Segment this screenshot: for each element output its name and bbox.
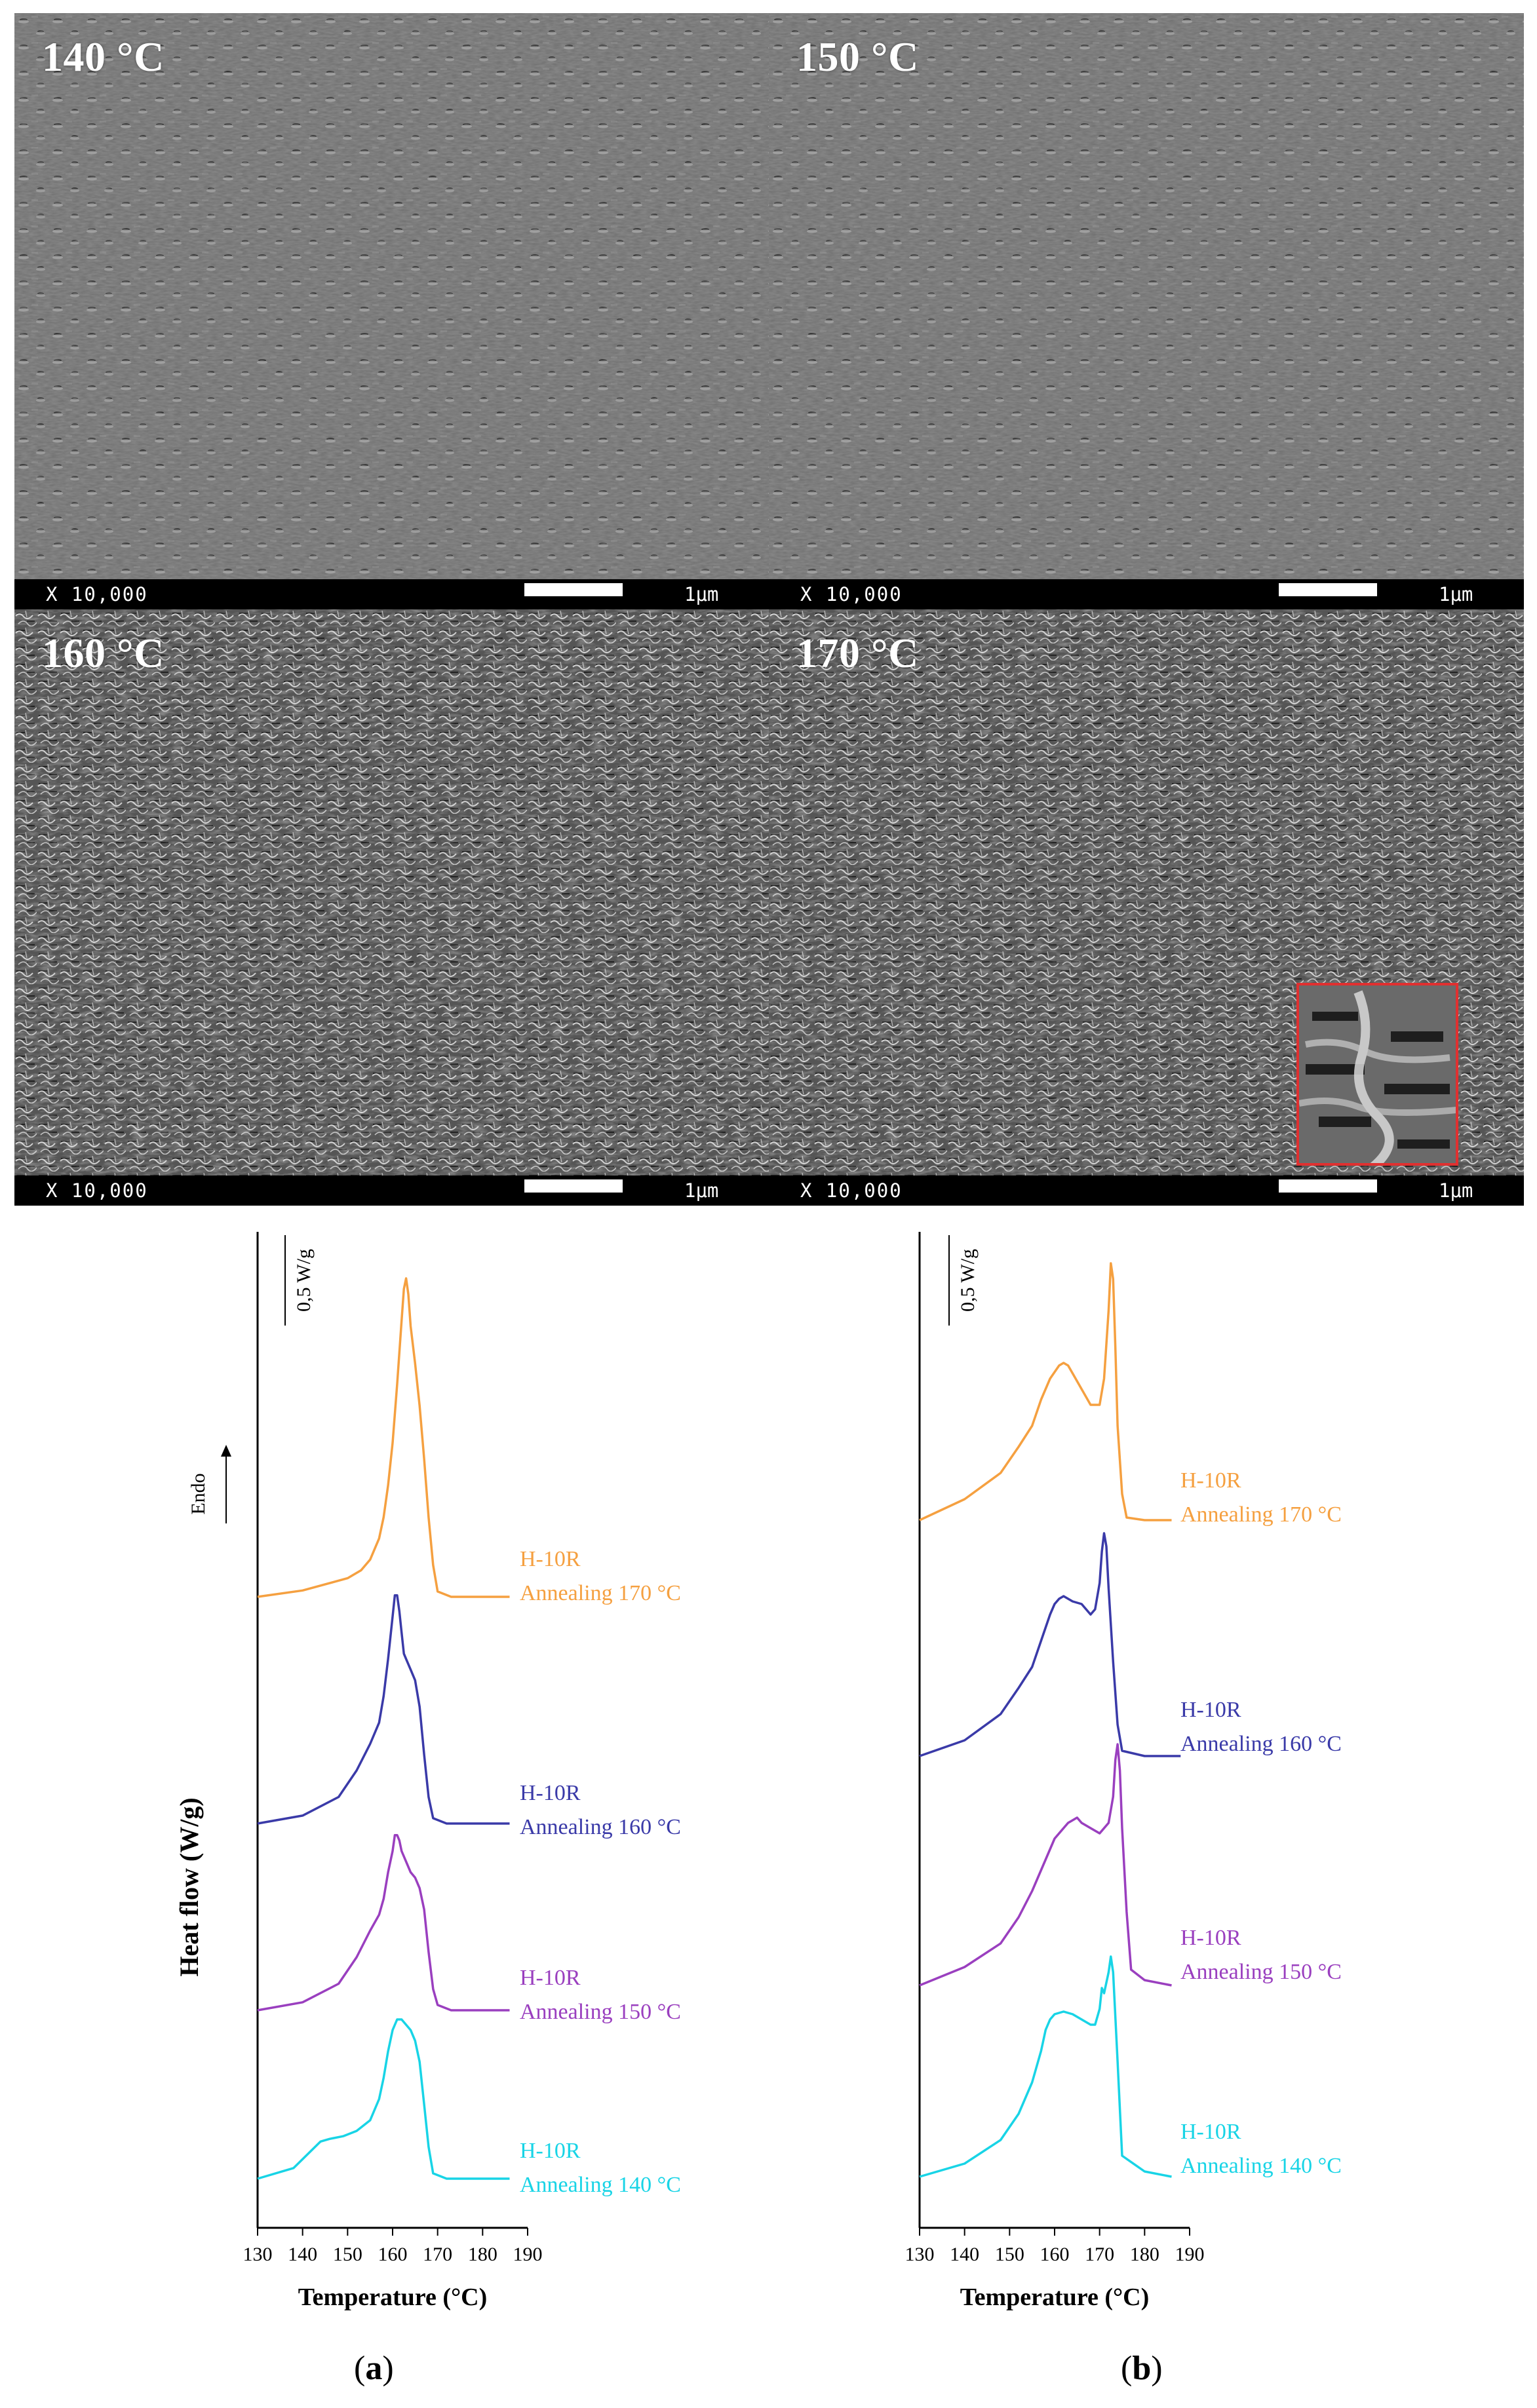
magnification-label: X 10,000 [800, 1179, 903, 1202]
series-line [257, 1594, 510, 1825]
dsc-charts: 130 140 150 160 170 180 190 Temperature (°C) Hea… [174, 1232, 1342, 2311]
temperature-label: 160 °C [42, 630, 165, 676]
sem-info-bar: X 10,000 1μm [769, 579, 1524, 609]
zoom-inset [1296, 983, 1458, 1166]
series-line [257, 1277, 510, 1598]
endo-label: Endo [187, 1473, 209, 1514]
sem-image-160: 160 °C X 10,000 1μm [14, 609, 769, 1206]
x-tick-label: 170 [1085, 2244, 1114, 2265]
series-line [919, 1955, 1172, 2178]
scale-bar [1279, 583, 1377, 596]
series-label-name: H-10R [1180, 2120, 1241, 2144]
panel-label-a: (a) [354, 2350, 394, 2387]
series-label-condition: Annealing 170 °C [520, 1581, 681, 1605]
x-axis-label: Temperature (°C) [298, 2284, 488, 2311]
inset-micrograph [1299, 985, 1456, 1163]
temperature-label: 170 °C [796, 630, 919, 676]
endo-arrow-head [221, 1445, 231, 1457]
x-tick-label: 150 [333, 2244, 362, 2265]
series-label-name: H-10R [1180, 1698, 1241, 1722]
scale-label: 1μm [684, 583, 719, 605]
series-label-condition: Annealing 140 °C [1180, 2154, 1342, 2178]
scale-label: 1μm [1439, 583, 1473, 605]
series-label-condition: Annealing 150 °C [1180, 1960, 1342, 1984]
magnification-label: X 10,000 [46, 583, 148, 605]
sem-info-bar: X 10,000 1μm [14, 1175, 769, 1206]
sem-info-bar: X 10,000 1μm [769, 1175, 1524, 1206]
x-tick-label: 140 [288, 2244, 317, 2265]
sem-micrograph [769, 13, 1524, 609]
x-tick-label: 190 [513, 2244, 543, 2265]
magnification-label: X 10,000 [800, 583, 903, 605]
scale-label: 0,5 W/g [293, 1249, 315, 1312]
series-label-condition: Annealing 160 °C [520, 1815, 681, 1839]
scale-label: 0,5 W/g [957, 1249, 979, 1312]
series-line [257, 1833, 510, 2012]
sem-micrograph [14, 13, 769, 609]
x-axis-label: Temperature (°C) [960, 2284, 1150, 2311]
scale-bar [524, 1179, 623, 1193]
series-label-condition: Annealing 160 °C [1180, 1732, 1342, 1756]
series-line [919, 1743, 1172, 1987]
x-tick-label: 190 [1175, 2244, 1205, 2265]
series-line [919, 1532, 1181, 1757]
sem-image-140: 140 °C X 10,000 1μm [14, 13, 769, 609]
scale-bar [1279, 1179, 1377, 1193]
panel-label-b: (b) [1121, 2350, 1163, 2387]
temperature-label: 150 °C [796, 33, 919, 80]
x-tick-label: 170 [423, 2244, 452, 2265]
temperature-label: 140 °C [42, 33, 165, 80]
y-axis-label: Heat flow (W/g) [174, 1797, 204, 1976]
series-label-name: H-10R [520, 1547, 581, 1571]
x-tick-label: 140 [950, 2244, 979, 2265]
sem-image-150: 150 °C X 10,000 1μm [769, 13, 1524, 609]
scale-label: 1μm [1439, 1179, 1473, 1202]
series-label-condition: Annealing 140 °C [520, 2173, 681, 2197]
x-tick-label: 160 [1040, 2244, 1070, 2265]
x-tick-label: 180 [1130, 2244, 1159, 2265]
sem-info-bar: X 10,000 1μm [14, 579, 769, 609]
x-tick-label: 150 [995, 2244, 1024, 2265]
series-label-condition: Annealing 170 °C [1180, 1502, 1342, 1527]
x-tick-label: 180 [468, 2244, 497, 2265]
series-label-name: H-10R [520, 1966, 581, 1990]
series-label-name: H-10R [1180, 1468, 1241, 1493]
series-label-name: H-10R [520, 2139, 581, 2163]
x-tick-label: 130 [905, 2244, 935, 2265]
magnification-label: X 10,000 [46, 1179, 148, 1202]
scale-label: 1μm [684, 1179, 719, 1202]
series-label-condition: Annealing 150 °C [520, 2000, 681, 2024]
x-tick-label: 160 [378, 2244, 408, 2265]
series-label-name: H-10R [520, 1781, 581, 1805]
x-tick-label: 130 [243, 2244, 273, 2265]
sem-micrograph [14, 609, 769, 1206]
series-label-name: H-10R [1180, 1926, 1241, 1950]
scale-bar [524, 583, 623, 596]
series-line [257, 2018, 510, 2180]
series-line [919, 1262, 1172, 1521]
